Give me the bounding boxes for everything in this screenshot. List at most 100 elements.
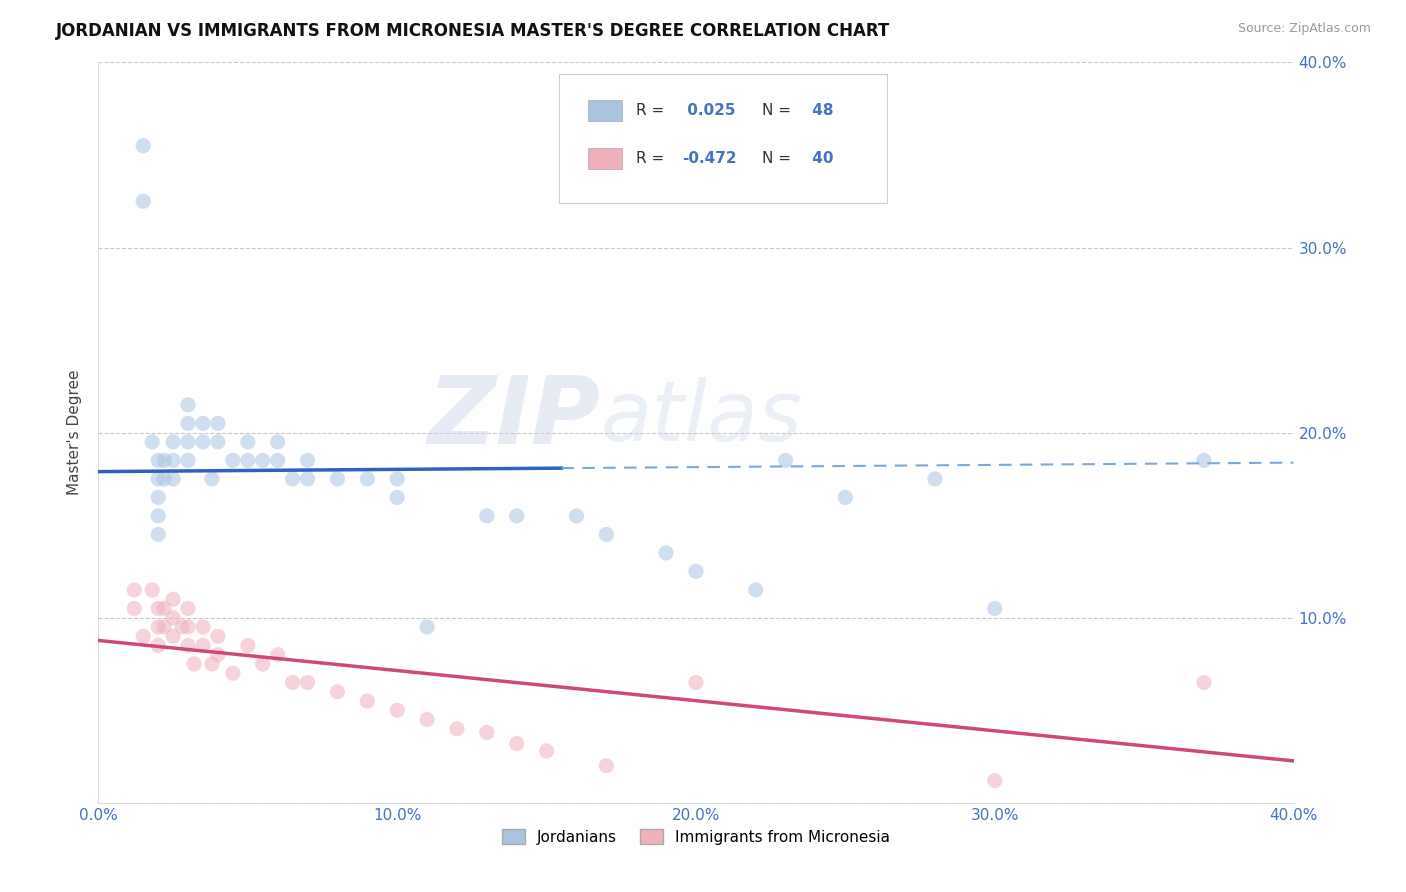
Point xyxy=(132,629,155,643)
Point xyxy=(984,773,1007,788)
Text: ZIP: ZIP xyxy=(427,372,600,464)
Text: R =: R = xyxy=(637,103,665,118)
Point xyxy=(177,601,200,615)
Point xyxy=(745,582,768,597)
FancyBboxPatch shape xyxy=(589,100,621,121)
Point xyxy=(124,601,146,615)
Point xyxy=(536,744,558,758)
Point xyxy=(207,629,229,643)
Text: -0.472: -0.472 xyxy=(682,151,737,166)
Point xyxy=(1192,675,1215,690)
Point xyxy=(148,453,170,467)
Point xyxy=(326,472,349,486)
Point xyxy=(385,491,409,505)
Point xyxy=(183,657,205,671)
Point xyxy=(191,417,214,431)
Point xyxy=(236,434,259,449)
Point xyxy=(326,685,349,699)
Point xyxy=(148,508,170,523)
Text: R =: R = xyxy=(637,151,665,166)
Point xyxy=(506,737,529,751)
Point xyxy=(297,453,319,467)
Point xyxy=(162,472,184,486)
Point xyxy=(124,582,146,597)
Point xyxy=(297,675,319,690)
Legend: Jordanians, Immigrants from Micronesia: Jordanians, Immigrants from Micronesia xyxy=(496,822,896,851)
Point xyxy=(252,657,274,671)
Point xyxy=(162,453,184,467)
FancyBboxPatch shape xyxy=(589,148,621,169)
Text: 48: 48 xyxy=(807,103,834,118)
Point xyxy=(565,508,588,523)
Point xyxy=(162,434,184,449)
Point xyxy=(475,725,498,739)
Point xyxy=(236,639,259,653)
Point xyxy=(356,694,378,708)
Point xyxy=(153,453,176,467)
Point xyxy=(153,620,176,634)
Point xyxy=(162,592,184,607)
Point xyxy=(153,601,176,615)
Y-axis label: Master's Degree: Master's Degree xyxy=(67,370,83,495)
Point xyxy=(385,472,409,486)
Point xyxy=(148,491,170,505)
Point xyxy=(685,675,707,690)
Text: atlas: atlas xyxy=(600,377,801,458)
Point xyxy=(236,453,259,467)
Point xyxy=(148,620,170,634)
Point xyxy=(416,620,439,634)
Point xyxy=(281,675,304,690)
Text: Source: ZipAtlas.com: Source: ZipAtlas.com xyxy=(1237,22,1371,36)
Point xyxy=(685,565,707,579)
Text: N =: N = xyxy=(762,103,790,118)
Point xyxy=(834,491,856,505)
Point xyxy=(148,639,170,653)
Point xyxy=(222,453,245,467)
Point xyxy=(132,194,155,209)
Point xyxy=(162,610,184,624)
Point xyxy=(984,601,1007,615)
Text: JORDANIAN VS IMMIGRANTS FROM MICRONESIA MASTER'S DEGREE CORRELATION CHART: JORDANIAN VS IMMIGRANTS FROM MICRONESIA … xyxy=(56,22,890,40)
Point xyxy=(141,434,163,449)
Point xyxy=(655,546,678,560)
Point xyxy=(172,620,194,634)
Point xyxy=(177,434,200,449)
Point xyxy=(267,453,290,467)
Point xyxy=(416,713,439,727)
Point xyxy=(191,620,214,634)
Text: 40: 40 xyxy=(807,151,834,166)
Point xyxy=(177,639,200,653)
Point xyxy=(446,722,468,736)
Point xyxy=(191,639,214,653)
Point xyxy=(141,582,163,597)
Point xyxy=(297,472,319,486)
Point xyxy=(1192,453,1215,467)
Point xyxy=(775,453,797,467)
Point xyxy=(267,434,290,449)
Point xyxy=(267,648,290,662)
Point xyxy=(252,453,274,467)
Point xyxy=(177,398,200,412)
Point xyxy=(177,417,200,431)
Point xyxy=(148,601,170,615)
Point xyxy=(148,527,170,541)
Point xyxy=(177,620,200,634)
Point xyxy=(506,508,529,523)
Point xyxy=(207,417,229,431)
Point xyxy=(222,666,245,681)
Point xyxy=(475,508,498,523)
Point xyxy=(201,657,224,671)
Point xyxy=(191,434,214,449)
Point xyxy=(281,472,304,486)
Point xyxy=(177,453,200,467)
Point xyxy=(385,703,409,717)
Point xyxy=(201,472,224,486)
Point xyxy=(148,472,170,486)
Point xyxy=(132,138,155,153)
Text: 0.025: 0.025 xyxy=(682,103,735,118)
Text: N =: N = xyxy=(762,151,790,166)
Point xyxy=(595,758,617,772)
Point xyxy=(153,472,176,486)
Point xyxy=(595,527,617,541)
Point xyxy=(924,472,946,486)
